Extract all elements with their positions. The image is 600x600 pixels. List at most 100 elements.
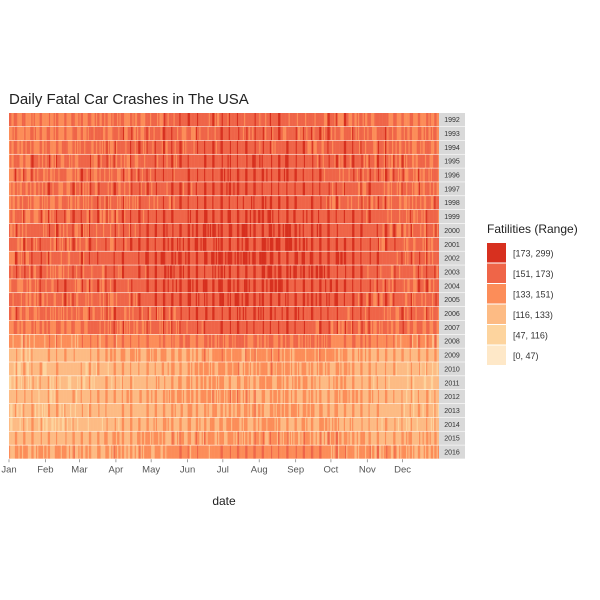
- heatmap-cell: [39, 113, 42, 127]
- heatmap-cell: [270, 209, 273, 224]
- heatmap-cell: [236, 168, 239, 182]
- heatmap-cell: [44, 113, 46, 127]
- heatmap-cell: [145, 196, 147, 210]
- heatmap-cell: [188, 223, 191, 238]
- heatmap-cell: [100, 182, 103, 196]
- heatmap-cell: [249, 126, 252, 141]
- heatmap-cell: [326, 168, 328, 182]
- heatmap-cell: [161, 251, 164, 265]
- heatmap-cell: [18, 126, 20, 141]
- heatmap-cell: [151, 237, 153, 251]
- heatmap-cell: [357, 154, 360, 168]
- heatmap-cell: [428, 113, 430, 127]
- heatmap-cell: [428, 251, 430, 265]
- heatmap-cell: [134, 223, 137, 238]
- heatmap-cell: [48, 265, 51, 279]
- heatmap-cell: [204, 251, 206, 265]
- heatmap-cell: [50, 265, 52, 279]
- heatmap-cell: [243, 126, 246, 141]
- heatmap-cell: [307, 209, 309, 224]
- heatmap-cell: [381, 182, 383, 196]
- heatmap-cell: [128, 113, 131, 127]
- heatmap-cell: [71, 168, 73, 182]
- heatmap-cell: [52, 223, 54, 238]
- heatmap-cell: [70, 265, 72, 279]
- heatmap-cell: [253, 251, 255, 265]
- heatmap-cell: [409, 196, 412, 210]
- heatmap-cell: [251, 126, 253, 141]
- heatmap-cell: [308, 113, 311, 127]
- heatmap-cell: [278, 223, 280, 238]
- heatmap-cell: [80, 209, 83, 224]
- heatmap-cell: [142, 182, 145, 196]
- heatmap-cell: [360, 209, 362, 224]
- heatmap-cell: [249, 196, 252, 210]
- heatmap-cell: [91, 209, 93, 224]
- heatmap-cell: [64, 168, 66, 182]
- heatmap-cell: [100, 154, 103, 168]
- heatmap-cell: [248, 293, 251, 307]
- heatmap-cell: [393, 140, 395, 154]
- heatmap-cell: [138, 251, 140, 265]
- heatmap-cell: [202, 196, 205, 210]
- heatmap-cell: [431, 182, 434, 196]
- heatmap-cell: [53, 182, 56, 196]
- heatmap-cell: [195, 265, 198, 279]
- heatmap-cell: [194, 251, 197, 265]
- heatmap-cell: [137, 196, 139, 210]
- heatmap-cell: [162, 140, 165, 154]
- heatmap-cell: [242, 113, 245, 127]
- heatmap-cell: [130, 168, 132, 182]
- heatmap-cell: [12, 279, 14, 293]
- heatmap-cell: [296, 209, 299, 224]
- heatmap-cell: [31, 293, 33, 307]
- heatmap-cell: [334, 182, 336, 196]
- heatmap-cell: [79, 113, 81, 127]
- heatmap-cell: [34, 182, 37, 196]
- heatmap-cell: [131, 154, 133, 168]
- heatmap-cell: [278, 196, 280, 210]
- heatmap-cell: [173, 113, 175, 127]
- heatmap-cell: [261, 279, 264, 293]
- heatmap-cell: [148, 237, 151, 251]
- heatmap-cell: [308, 182, 311, 196]
- heatmap-cell: [67, 223, 70, 238]
- heatmap-cell: [364, 223, 367, 238]
- heatmap-cell: [54, 265, 57, 279]
- heatmap-cell: [85, 154, 87, 168]
- heatmap-cell: [92, 140, 94, 154]
- heatmap-cell: [292, 140, 294, 154]
- heatmap-cell: [165, 293, 167, 307]
- heatmap-cell: [159, 237, 161, 251]
- heatmap-cell: [231, 113, 233, 127]
- heatmap-cell: [25, 126, 27, 141]
- heatmap-cell: [181, 113, 184, 127]
- heatmap-cell: [65, 126, 67, 141]
- heatmap-cell: [348, 223, 351, 238]
- heatmap-cell: [122, 154, 125, 168]
- heatmap-cell: [337, 237, 340, 251]
- heatmap-cell: [240, 182, 242, 196]
- heatmap-cell: [107, 182, 110, 196]
- heatmap-cell: [115, 154, 118, 168]
- heatmap-cell: [27, 265, 30, 279]
- heatmap-cell: [396, 265, 399, 279]
- heatmap-cell: [212, 209, 214, 224]
- heatmap-cell: [168, 265, 171, 279]
- heatmap-cell: [97, 113, 99, 127]
- heatmap-cell: [79, 168, 81, 182]
- heatmap-cell: [313, 209, 315, 224]
- heatmap-cell: [368, 154, 370, 168]
- heatmap-cell: [148, 140, 151, 154]
- heatmap-cell: [102, 265, 105, 279]
- heatmap-cell: [241, 237, 244, 251]
- heatmap-cell: [314, 209, 316, 224]
- heatmap-cell: [71, 251, 73, 265]
- heatmap-cell: [366, 251, 368, 265]
- heatmap-cell: [53, 140, 56, 154]
- heatmap-cell: [184, 196, 186, 210]
- heatmap-cell: [38, 126, 40, 141]
- heatmap-cell: [148, 126, 151, 141]
- heatmap-cell: [55, 154, 58, 168]
- heatmap-cell: [286, 279, 288, 293]
